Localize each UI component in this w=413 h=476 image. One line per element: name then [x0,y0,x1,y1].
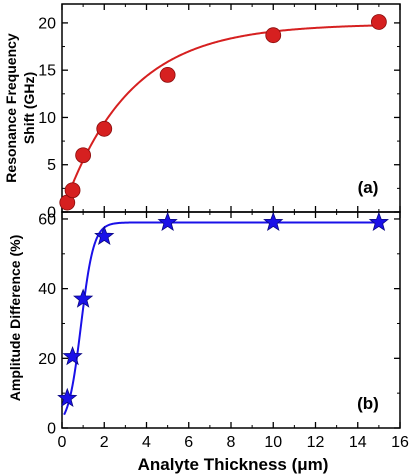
panel-b-xtick-label: 16 [391,434,409,451]
panel-a-data-point [370,14,387,30]
panel-b-ytick-label: 20 [38,351,56,368]
panel-b-xtick-label: 4 [142,434,151,451]
panel-a-ytick-label: 5 [47,157,56,174]
panel-b-data-point [73,288,94,308]
panel-b-xtick-label: 6 [184,434,193,451]
panel-a-data-point [159,67,176,83]
panel-a-label: (a) [358,178,379,197]
panel-b-ytick-label: 40 [38,281,56,298]
panel-a-data-point [96,120,113,137]
panel-a: 0 5 10 15 20 [38,3,401,222]
x-axis-title: Analyte Thickness (μm) [138,455,329,474]
panel-b-xtick-label: 14 [349,434,367,451]
panel-b-xtick-label: 10 [264,434,282,451]
panel-b-xtick-label: 8 [227,434,236,451]
panel-a-fit-line [63,24,379,207]
panel-b-data-point [157,211,178,232]
panel-a-ytick-label: 20 [38,15,56,32]
panel-b: 0 20 40 60 0 2 4 6 8 10 12 14 16 [38,211,409,451]
panel-b-data-point [94,225,115,245]
panel-b-data-point [62,345,83,366]
panel-a-data-point [64,182,81,199]
panel-a-ylabel-line1: Resonance Frequency [3,33,19,183]
panel-b-xtick-label: 2 [100,434,109,451]
panel-a-frame [61,3,401,213]
panel-a-ytick-label: 10 [38,110,56,127]
panel-a-ytick-label: 0 [47,205,56,222]
panel-b-ytick-label: 0 [47,421,56,438]
panel-a-ytick-label: 15 [38,63,56,80]
panel-b-ylabel: Amplitude Difference (%) [7,235,23,401]
panel-b-fit-line [63,221,379,416]
panel-b-label: (b) [357,394,379,413]
panel-b-data-point [57,387,78,407]
panel-b-xtick-label: 0 [58,434,67,451]
panel-a-ylabel-line2: Shift (GHz) [21,72,37,144]
panel-b-xtick-label: 12 [307,434,325,451]
panel-b-data-point [368,211,389,232]
panel-b-ytick-label: 60 [38,211,56,228]
panel-a-data-point [75,147,92,164]
panel-b-frame [61,211,401,429]
panel-b-data-point [263,211,284,232]
panel-a-data-point [265,27,282,44]
